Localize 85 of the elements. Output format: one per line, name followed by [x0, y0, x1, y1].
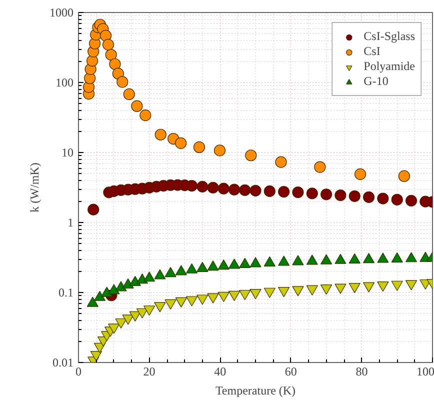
point [239, 184, 251, 196]
point [88, 204, 100, 216]
point [245, 150, 257, 162]
point [193, 141, 206, 153]
point [348, 190, 360, 202]
point [239, 290, 251, 300]
point [123, 88, 135, 100]
point [207, 293, 219, 304]
point [320, 284, 332, 295]
point [214, 144, 226, 156]
point [175, 297, 187, 308]
point [377, 192, 389, 204]
point [84, 72, 96, 84]
point [314, 161, 326, 173]
point [405, 194, 418, 206]
point [129, 311, 141, 322]
point [292, 186, 304, 198]
point [108, 324, 120, 334]
x-tick-label: 80 [356, 364, 368, 378]
legend-label: CsI [364, 44, 382, 59]
point [405, 280, 418, 290]
x-tick-label: 100 [416, 364, 434, 378]
point [391, 280, 403, 291]
point [348, 282, 360, 294]
point [292, 286, 304, 296]
point [116, 76, 128, 88]
legend-label: G-10 [364, 74, 388, 89]
point [306, 285, 318, 296]
point [377, 282, 389, 292]
point [196, 180, 208, 192]
point [362, 191, 375, 203]
point [86, 55, 98, 67]
point [196, 294, 208, 305]
point [264, 185, 276, 197]
y-axis-title: k (W/mK) [28, 162, 42, 212]
x-tick-label: 40 [214, 364, 226, 378]
y-tick-label: 1 [68, 216, 74, 230]
point [250, 289, 262, 300]
legend-label: Polyamide [364, 59, 415, 74]
point [275, 156, 287, 168]
point [228, 184, 240, 196]
point [306, 188, 318, 200]
point [398, 170, 410, 182]
point [136, 308, 148, 318]
point [334, 284, 346, 294]
point [228, 290, 240, 302]
point [218, 292, 230, 302]
point [140, 110, 152, 122]
point [264, 288, 276, 298]
x-tick-label: 60 [284, 364, 297, 378]
point [144, 306, 156, 316]
legend-label: CsI-Sglass [364, 29, 415, 44]
y-tick-label: 0.01 [52, 356, 74, 370]
point [186, 296, 198, 306]
y-tick-label: 10 [62, 146, 74, 160]
point [175, 137, 187, 149]
point [207, 182, 219, 194]
point [250, 184, 262, 196]
point [100, 30, 112, 42]
point [90, 351, 102, 362]
point [320, 188, 332, 200]
point [164, 299, 176, 310]
y-tick-label: 100 [56, 76, 74, 90]
point [218, 182, 230, 194]
point [186, 180, 198, 192]
point [391, 194, 403, 206]
point [278, 186, 290, 198]
point [112, 68, 124, 80]
y-tick-label: 1000 [50, 6, 74, 20]
point [109, 58, 121, 70]
point [105, 48, 117, 61]
point [334, 189, 346, 202]
point [154, 302, 166, 312]
point [122, 314, 134, 325]
point [278, 286, 290, 298]
point [354, 168, 366, 180]
point [362, 282, 375, 292]
y-tick-label: 0.1 [58, 286, 74, 300]
point [154, 128, 166, 140]
x-axis-title: Temperature (K) [215, 384, 296, 398]
x-tick-label: 0 [76, 364, 82, 378]
point [115, 318, 127, 329]
x-tick-label: 20 [143, 364, 156, 378]
point [102, 38, 114, 50]
point [131, 100, 143, 112]
